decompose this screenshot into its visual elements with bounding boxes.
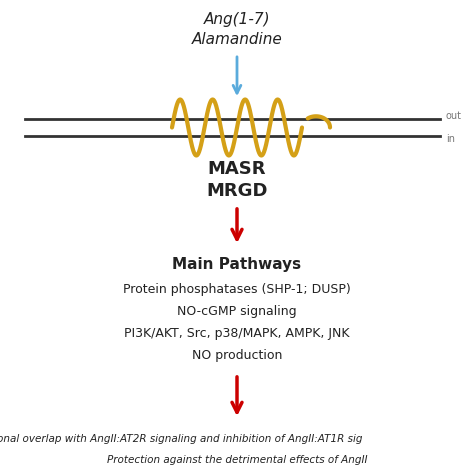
Text: Protein phosphatases (SHP-1; DUSP): Protein phosphatases (SHP-1; DUSP): [123, 283, 351, 297]
Text: PI3K/AKT, Src, p38/MAPK, AMPK, JNK: PI3K/AKT, Src, p38/MAPK, AMPK, JNK: [124, 328, 350, 340]
Text: Alamandine: Alamandine: [191, 31, 283, 46]
Text: Ang(1-7): Ang(1-7): [204, 11, 270, 27]
Text: Protection against the detrimental effects of AngII: Protection against the detrimental effec…: [107, 455, 367, 465]
Text: in: in: [446, 134, 455, 144]
Text: MRGD: MRGD: [206, 182, 268, 200]
Text: NO-cGMP signaling: NO-cGMP signaling: [177, 306, 297, 319]
Text: MASR: MASR: [208, 160, 266, 178]
Text: Main Pathways: Main Pathways: [173, 256, 301, 272]
Text: out: out: [446, 111, 462, 121]
Text: tional overlap with AngII:AT2R signaling and inhibition of AngII:AT1R sig: tional overlap with AngII:AT2R signaling…: [0, 434, 363, 444]
Text: NO production: NO production: [192, 349, 282, 363]
